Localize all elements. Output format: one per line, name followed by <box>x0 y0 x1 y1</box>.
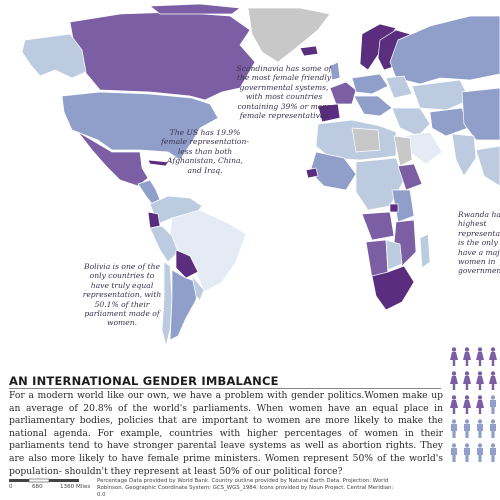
person-icon <box>463 371 471 390</box>
china <box>461 87 500 141</box>
alaska <box>21 33 87 79</box>
article-body: For a modern world like our own, we have… <box>9 390 443 477</box>
usa <box>61 91 219 161</box>
person-icon-grid <box>450 347 497 462</box>
senegal <box>305 167 319 179</box>
sudan-grey <box>393 135 413 167</box>
person-icon <box>490 419 496 438</box>
person-icon <box>476 371 484 390</box>
data-credits: Percentage Data provided by World Bank. … <box>97 478 394 498</box>
scale-bar <box>9 478 79 483</box>
greenland <box>247 7 331 63</box>
canada <box>69 11 256 101</box>
argentina <box>169 269 199 341</box>
ecuador <box>147 211 161 229</box>
south-africa <box>371 265 415 311</box>
india <box>451 133 477 177</box>
title-divider <box>9 388 441 389</box>
algeria-libya-grey <box>351 127 381 153</box>
cuba <box>147 159 169 167</box>
annotation-scandinavia: Scandinavia has some of the most female … <box>236 64 332 121</box>
annotation-bolivia: Bolivia is one of the only countries to … <box>82 262 162 328</box>
person-icon <box>489 347 497 366</box>
italy-balkans <box>353 95 393 117</box>
canada-islands <box>149 3 241 15</box>
world-map <box>21 3 500 347</box>
russia <box>389 15 500 85</box>
spain-portugal <box>317 103 341 123</box>
person-icon <box>450 395 458 414</box>
iran-afghanistan <box>429 107 469 137</box>
person-icon <box>450 371 458 390</box>
ukraine-belarus <box>385 75 413 99</box>
rwanda <box>389 203 399 213</box>
person-icon <box>451 443 457 462</box>
scale-label-mid: 680 <box>32 484 43 490</box>
angola <box>361 211 395 241</box>
country-shapes <box>21 3 500 347</box>
germany-poland <box>351 73 389 95</box>
botswana-zimbabwe <box>385 239 403 271</box>
france-benelux <box>329 81 357 105</box>
person-icon <box>490 443 496 462</box>
bolivia <box>175 249 199 279</box>
person-icon <box>463 347 471 366</box>
person-icon <box>490 395 496 414</box>
uk <box>329 61 341 81</box>
person-icon <box>463 395 471 414</box>
central-asia <box>411 79 471 111</box>
chile <box>161 261 173 347</box>
person-icon <box>476 395 484 414</box>
person-icon <box>477 419 483 438</box>
annotation-us: The US has 19.9% female representation- … <box>161 128 249 175</box>
southeast-asia <box>475 145 500 187</box>
namibia <box>365 239 389 279</box>
person-icon <box>489 371 497 390</box>
person-icon <box>451 419 457 438</box>
scale-label-max: 1360 Miles <box>60 484 91 490</box>
ethiopia <box>397 163 423 191</box>
person-icon <box>476 347 484 366</box>
person-icon <box>450 347 458 366</box>
annotation-rwanda: Rwanda has the highest representation, a… <box>458 210 500 276</box>
paraguay-uruguay <box>191 274 205 301</box>
turkey-middle-east <box>391 107 431 137</box>
scale-label-zero: 0 <box>9 484 13 490</box>
person-icon <box>477 443 483 462</box>
madagascar <box>419 233 431 269</box>
iceland <box>299 45 319 57</box>
central-america <box>137 179 161 205</box>
person-icon <box>464 443 470 462</box>
article-title: AN INTERNATIONAL GENDER IMBALANCE <box>9 374 279 388</box>
person-icon <box>464 419 470 438</box>
